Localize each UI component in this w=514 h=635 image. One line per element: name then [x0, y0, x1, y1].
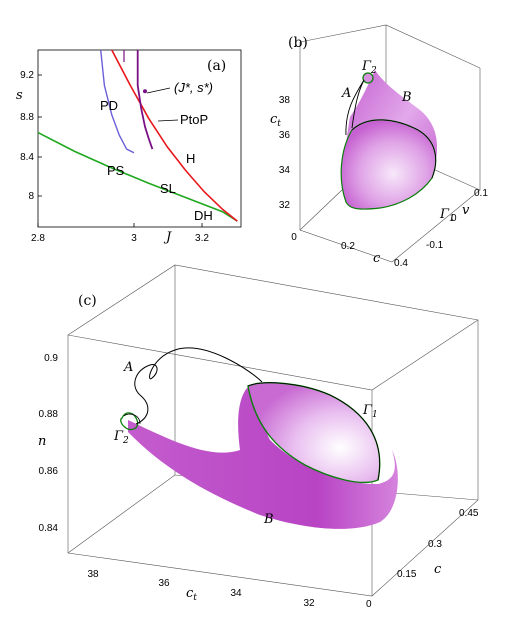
b-orbit-a — [345, 79, 365, 136]
c-panel-label: (c) — [78, 293, 97, 309]
b-x-label: c — [373, 251, 381, 266]
dh-label: DH — [194, 208, 213, 223]
c-xtick-1: 36 — [158, 578, 170, 589]
b-ztick-2: 34 — [279, 165, 291, 176]
c-z-label: n — [38, 434, 46, 449]
ptop-curve — [136, 50, 154, 150]
h-curve — [111, 49, 238, 222]
a-xtick-2: 3.2 — [195, 233, 209, 244]
c-orbit-a — [134, 347, 263, 425]
c-label-b: B — [263, 512, 274, 527]
sl-label: SL — [160, 181, 176, 196]
c-label-gamma1: Γ1 — [362, 403, 378, 420]
c-label-a: A — [123, 360, 133, 375]
panel-c: (c) 0.9 0.88 0.86 0.84 n 38 36 34 32 ct … — [38, 264, 479, 610]
b-ztick-3: 32 — [279, 200, 291, 211]
c-ztick-0: 0.9 — [44, 353, 58, 364]
h-label: H — [186, 151, 195, 166]
panel-b: (b) 38 36 34 32 ct 0 0.2 0.4 c 0.1 0 -0.… — [270, 24, 488, 269]
c-xtick-2: 34 — [230, 588, 242, 599]
b-label-b: B — [401, 90, 412, 105]
a-ytick-3: 8 — [28, 191, 34, 202]
js-label: (J*, s*) — [174, 80, 213, 95]
c-surface — [128, 385, 398, 529]
b-z-label: ct — [270, 112, 281, 129]
b-label-a: A — [341, 86, 351, 101]
c-ytick-2: 0.15 — [397, 569, 417, 580]
a-ytick-1: 8.8 — [20, 112, 34, 123]
a-xtick-0: 2.8 — [31, 233, 45, 244]
b-panel-label: (b) — [288, 35, 308, 51]
b-xtick-0: 0 — [291, 232, 297, 243]
c-xtick-0: 38 — [87, 569, 99, 580]
c-ytick-3: 0 — [366, 599, 372, 610]
ptop-label: PtoP — [180, 112, 208, 127]
b-ztick-0: 38 — [279, 95, 291, 106]
b-gamma1-edge — [351, 119, 436, 179]
ptop-leader — [157, 119, 179, 122]
a-panel-label: (a) — [207, 58, 226, 74]
panel-a: 9.2 8.8 8.4 8 2.8 3 3.2 J s (a) (J*, s*)… — [16, 49, 242, 245]
a-xlabel: J — [163, 230, 172, 245]
b-ztick-1: 36 — [279, 130, 291, 141]
a-ytick-2: 8.4 — [20, 152, 34, 163]
c-ztick-2: 0.86 — [39, 466, 59, 477]
a-ytick-0: 9.2 — [20, 70, 34, 81]
sl-curve — [37, 131, 238, 222]
c-gamma1-edge — [247, 382, 380, 481]
c-ytick-1: 0.3 — [428, 539, 442, 550]
b-label-gamma1: Γ1 — [439, 207, 455, 224]
js-point-marker — [143, 89, 147, 94]
c-gamma2-loop — [120, 412, 139, 431]
b-label-gamma2: Γ2 — [361, 59, 377, 76]
a-ylabel: s — [16, 88, 23, 103]
b-gamma1-cap — [340, 119, 437, 210]
a-xtick-1: 3 — [131, 233, 137, 244]
b-y-label: v — [462, 203, 470, 218]
c-xtick-3: 32 — [303, 598, 315, 609]
b-gamma2-loop — [362, 72, 374, 84]
b-xtick-2: 0.4 — [394, 258, 408, 269]
c-ytick-0: 0.45 — [459, 508, 479, 519]
c-x-label: ct — [186, 586, 197, 603]
b-ytick-2: -0.1 — [426, 240, 444, 251]
js-leader — [146, 87, 171, 94]
b-xtick-1: 0.2 — [341, 241, 355, 252]
c-ztick-3: 0.84 — [39, 523, 59, 534]
c-ztick-1: 0.88 — [39, 409, 59, 420]
panel-a-frame — [37, 49, 242, 228]
ps-label: PS — [107, 163, 125, 178]
panel-a-ticks — [37, 74, 203, 227]
b-ytick-1: 0 — [451, 213, 457, 224]
c-y-label: c — [434, 562, 442, 577]
pd-curve — [100, 49, 135, 154]
c-label-gamma2: Γ2 — [113, 429, 129, 446]
b-ytick-0: 0.1 — [474, 188, 488, 199]
pd-label: PD — [100, 98, 118, 113]
